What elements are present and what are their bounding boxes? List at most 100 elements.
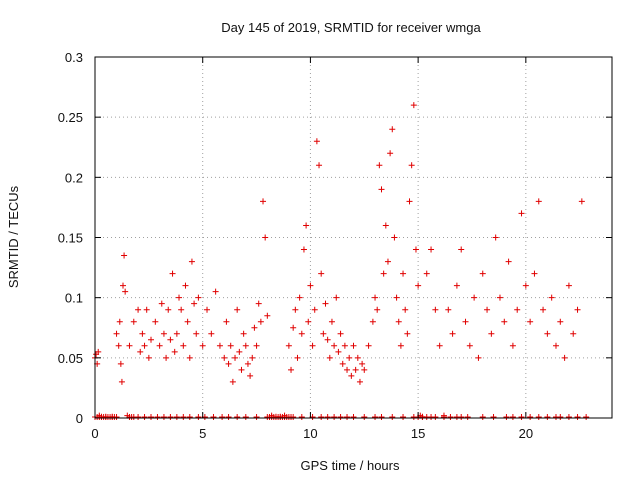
- data-point: [182, 282, 189, 289]
- zero-point: [290, 414, 297, 420]
- data-point: [122, 288, 129, 295]
- data-point: [120, 282, 127, 289]
- data-point: [242, 342, 249, 349]
- zero-point: [141, 414, 148, 420]
- zero-point: [527, 414, 534, 420]
- data-point: [227, 342, 234, 349]
- data-point: [552, 342, 559, 349]
- data-point: [466, 342, 473, 349]
- data-point: [535, 198, 542, 205]
- data-point: [350, 342, 357, 349]
- zero-point: [219, 414, 226, 420]
- data-point: [249, 354, 256, 361]
- data-point: [320, 330, 327, 337]
- data-point: [402, 306, 409, 313]
- data-point: [337, 330, 344, 337]
- zero-point: [173, 414, 180, 420]
- data-point: [135, 306, 142, 313]
- data-point: [121, 252, 128, 259]
- plot-frame: [94, 56, 613, 419]
- data-point: [415, 282, 422, 289]
- data-point: [152, 318, 159, 325]
- data-point: [95, 348, 102, 355]
- data-point: [404, 330, 411, 337]
- data-point: [292, 306, 299, 313]
- x-axis-label: GPS time / hours: [301, 458, 400, 473]
- data-point: [296, 294, 303, 301]
- data-point: [188, 258, 195, 265]
- data-point: [262, 234, 269, 241]
- data-point: [335, 348, 342, 355]
- data-point: [216, 342, 223, 349]
- data-point: [195, 294, 202, 301]
- data-point: [505, 258, 512, 265]
- data-point: [160, 330, 167, 337]
- data-point: [328, 318, 335, 325]
- data-point: [514, 306, 521, 313]
- zero-point: [503, 414, 510, 420]
- data-point: [548, 294, 555, 301]
- zero-point: [180, 414, 187, 420]
- zero-point: [113, 414, 120, 420]
- data-point: [339, 360, 346, 367]
- zero-point: [389, 414, 396, 420]
- zero-point: [479, 414, 486, 420]
- zero-point: [458, 414, 465, 420]
- data-point: [527, 318, 534, 325]
- data-point: [257, 318, 264, 325]
- data-point: [408, 162, 415, 169]
- zero-point: [331, 414, 338, 420]
- data-point: [178, 306, 185, 313]
- data-point: [449, 330, 456, 337]
- y-tick-label: 0.3: [65, 50, 83, 65]
- data-point: [176, 294, 183, 301]
- data-point: [193, 330, 200, 337]
- data-point: [316, 162, 323, 169]
- zero-point: [167, 414, 174, 420]
- zero-point: [400, 414, 407, 420]
- x-tick-label: 15: [411, 426, 425, 441]
- data-point: [126, 342, 133, 349]
- data-point: [186, 354, 193, 361]
- zero-point: [574, 414, 581, 420]
- y-tick-label: 0.25: [58, 110, 83, 125]
- zero-point: [298, 414, 305, 420]
- data-point: [445, 306, 452, 313]
- data-point: [344, 366, 351, 373]
- data-point: [561, 354, 568, 361]
- zero-point: [148, 414, 155, 420]
- data-point: [260, 198, 267, 205]
- zero-point: [253, 414, 260, 420]
- data-point: [488, 330, 495, 337]
- y-tick-label: 0.15: [58, 231, 83, 246]
- data-point: [221, 354, 228, 361]
- data-point: [130, 318, 137, 325]
- data-point: [361, 366, 368, 373]
- data-point: [387, 150, 394, 157]
- zero-point: [324, 414, 331, 420]
- data-point: [393, 294, 400, 301]
- data-point: [522, 282, 529, 289]
- data-points: [92, 102, 590, 420]
- zero-point: [160, 414, 167, 420]
- data-point: [113, 330, 120, 337]
- y-tick-label: 0: [76, 411, 83, 426]
- data-point: [137, 348, 144, 355]
- x-axis-ticks: 0 5 10 15 20: [91, 57, 533, 441]
- y-tick-label: 0.1: [65, 291, 83, 306]
- data-point: [341, 342, 348, 349]
- zero-point: [432, 414, 439, 420]
- data-point: [165, 306, 172, 313]
- zero-point: [440, 414, 447, 420]
- data-point: [294, 354, 301, 361]
- y-tick-label: 0.2: [65, 170, 83, 185]
- data-point: [578, 198, 585, 205]
- data-point: [365, 342, 372, 349]
- data-point: [173, 330, 180, 337]
- data-point: [384, 258, 391, 265]
- data-point: [255, 300, 262, 307]
- data-point: [244, 360, 251, 367]
- data-point: [331, 342, 338, 349]
- data-point: [305, 318, 312, 325]
- data-point: [247, 372, 254, 379]
